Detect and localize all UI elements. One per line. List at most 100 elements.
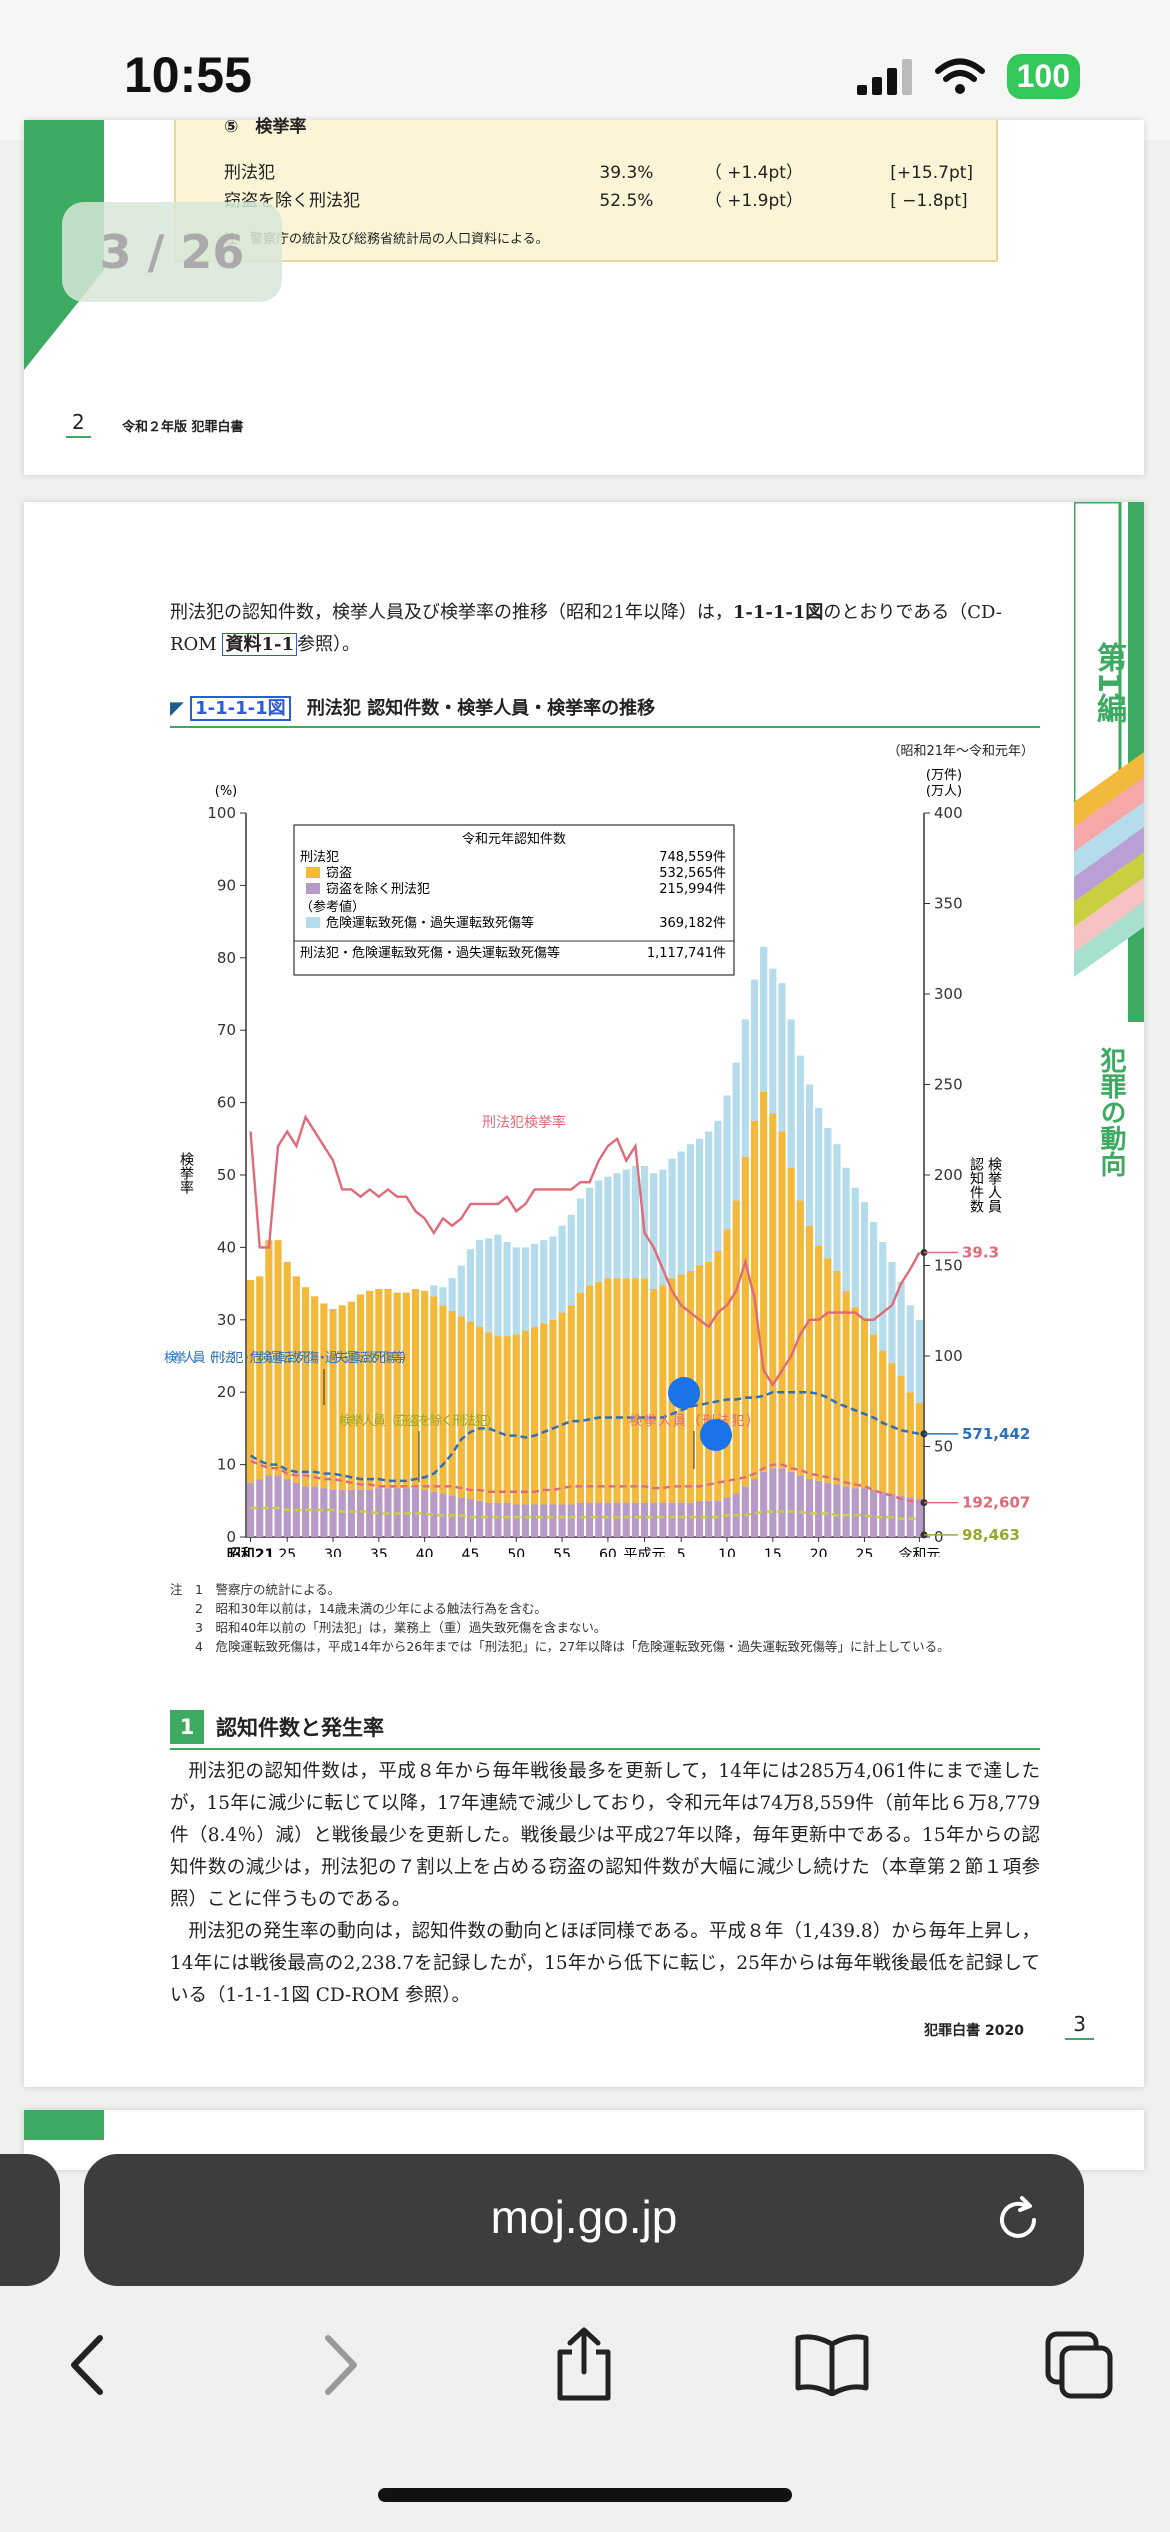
- back-icon[interactable]: [66, 2332, 110, 2398]
- bar-segment-theft: [512, 1334, 520, 1505]
- signal-icon: [856, 58, 912, 95]
- share-icon[interactable]: [552, 2326, 616, 2402]
- bar-segment-nontheft: [860, 1488, 869, 1537]
- status-icons: 100: [856, 54, 1080, 99]
- bar-segment-theft: [540, 1323, 548, 1505]
- body-text: 刑法犯の認知件数は，平成８年から毎年戦後最多を更新して，14年には285万4,0…: [170, 1761, 1040, 2006]
- arrested-nontheft-annotation: 検挙人員（窃盗を除く刑法犯）: [339, 1413, 499, 1429]
- page-accent: [24, 2110, 104, 2140]
- bar-segment-theft: [256, 1276, 264, 1480]
- address-bar[interactable]: moj.go.jp: [84, 2154, 1084, 2286]
- bar-segment-nontheft: [320, 1488, 328, 1537]
- tabs-icon[interactable]: [1044, 2330, 1114, 2400]
- bar-segment-theft: [640, 1278, 649, 1503]
- bar-segment-traffic: [851, 1187, 859, 1308]
- legend-swatch: [306, 883, 320, 894]
- bar-segment-traffic: [604, 1176, 612, 1279]
- bar-segment-nontheft: [521, 1504, 530, 1537]
- x-axis-tick-label: 25: [278, 1547, 296, 1557]
- bar-segment-traffic: [558, 1225, 566, 1313]
- bar-segment-traffic: [760, 946, 768, 1092]
- forward-icon[interactable]: [318, 2332, 362, 2398]
- bar-segment-traffic: [659, 1169, 667, 1286]
- right-axis-tick-label: 400: [934, 804, 963, 822]
- legend-label: 窃盗を除く刑法犯: [326, 881, 430, 897]
- page-indicator: 3 / 26: [62, 202, 282, 302]
- bar-segment-theft: [695, 1265, 704, 1501]
- bar-segment-nontheft: [311, 1486, 319, 1537]
- bar-segment-traffic: [705, 1131, 713, 1262]
- bar-segment-nontheft: [567, 1504, 575, 1537]
- legend-label: （参考値）: [300, 899, 365, 915]
- bar-segment-nontheft: [586, 1502, 594, 1537]
- bar-segment-traffic: [540, 1240, 548, 1324]
- bar-segment-theft: [265, 1240, 273, 1476]
- figure-id-link[interactable]: 1-1-1-1図: [190, 696, 291, 721]
- end-label-rate: 39.3: [962, 1243, 999, 1261]
- bar-segment-nontheft: [604, 1502, 612, 1537]
- x-axis-tick-label: 50: [507, 1547, 525, 1557]
- bar-segment-theft: [732, 1200, 740, 1494]
- bar-segment-theft: [549, 1319, 557, 1505]
- bar-segment-theft: [292, 1276, 300, 1483]
- bar-segment-traffic: [741, 1019, 749, 1157]
- battery-indicator: 100: [1006, 54, 1080, 99]
- right-axis-label: 認知件数: [968, 1157, 984, 1213]
- bar-segment-nontheft: [613, 1502, 621, 1537]
- page-number: 3: [1065, 2012, 1094, 2040]
- right-axis-tick-label: 250: [934, 1076, 963, 1094]
- bar-segment-theft: [402, 1292, 410, 1489]
- figure-title: ◤ 1-1-1-1図 刑法犯 認知件数・検挙人員・検挙率の推移: [170, 694, 1040, 728]
- bar-segment-traffic: [494, 1234, 502, 1337]
- x-axis-tick-label: 15: [764, 1547, 782, 1557]
- intro-paragraph: 刑法犯の認知件数，検挙人員及び検挙率の推移（昭和21年以降）は，1-1-1-1図…: [170, 602, 1002, 656]
- bar-segment-nontheft: [879, 1491, 887, 1537]
- bar-segment-theft: [274, 1240, 282, 1476]
- bar-segment-traffic: [824, 1127, 832, 1259]
- bar-segment-theft: [650, 1289, 658, 1503]
- arrested-nontheft-line: [250, 1506, 920, 1521]
- bar-segment-traffic: [815, 1108, 823, 1246]
- legend-box: [293, 824, 735, 976]
- right-axis-tick-label: 0: [934, 1528, 944, 1546]
- previous-tab-preview[interactable]: [0, 2154, 60, 2286]
- left-axis-label: 検挙率: [178, 1152, 194, 1194]
- bar-segment-theft: [805, 1225, 814, 1480]
- bar-segment-nontheft: [915, 1498, 923, 1537]
- bar-segment-traffic: [778, 983, 786, 1132]
- home-indicator: [378, 2488, 792, 2502]
- legend-label: 危険運転致死傷・過失運転致死傷等: [326, 915, 534, 931]
- legend-value: 369,182件: [659, 916, 726, 931]
- bar-segment-nontheft: [457, 1497, 465, 1537]
- bar-segment-theft: [283, 1261, 291, 1480]
- bar-segment-theft: [604, 1278, 612, 1503]
- bar-segment-traffic: [677, 1151, 685, 1275]
- bar-segment-theft: [485, 1332, 493, 1503]
- legend-value: 748,559件: [659, 850, 726, 865]
- x-axis-tick-label: 40: [416, 1547, 434, 1557]
- bar-segment-nontheft: [741, 1486, 749, 1537]
- bar-segment-nontheft: [595, 1502, 603, 1537]
- bar-segment-nontheft: [329, 1489, 337, 1537]
- bar-segment-nontheft: [897, 1495, 905, 1537]
- bookmarks-icon[interactable]: [794, 2332, 870, 2396]
- bar-segment-theft: [448, 1310, 456, 1496]
- bar-segment-theft: [494, 1336, 502, 1503]
- selection-handle-end: [700, 1419, 732, 1451]
- bar-segment-nontheft: [750, 1479, 759, 1537]
- resource-link[interactable]: 資料1-1: [222, 633, 297, 656]
- x-axis-tick-label: 25: [856, 1547, 874, 1557]
- bar-segment-nontheft: [375, 1488, 383, 1537]
- bar-segment-nontheft: [815, 1480, 823, 1537]
- bar-segment-nontheft: [842, 1486, 850, 1537]
- bar-segment-theft: [778, 1131, 786, 1469]
- bar-segment-theft: [659, 1285, 667, 1503]
- footer-book-title: 犯罪白書 2020: [924, 2023, 1024, 2039]
- rate-line: [249, 1114, 921, 1388]
- bar-segment-traffic: [897, 1281, 905, 1376]
- bar-segment-theft: [558, 1312, 566, 1505]
- reload-icon[interactable]: [992, 2194, 1044, 2246]
- selection-handle-start: [668, 1377, 700, 1409]
- bar-segment-traffic: [805, 1084, 814, 1226]
- bar-segment-nontheft: [549, 1504, 557, 1537]
